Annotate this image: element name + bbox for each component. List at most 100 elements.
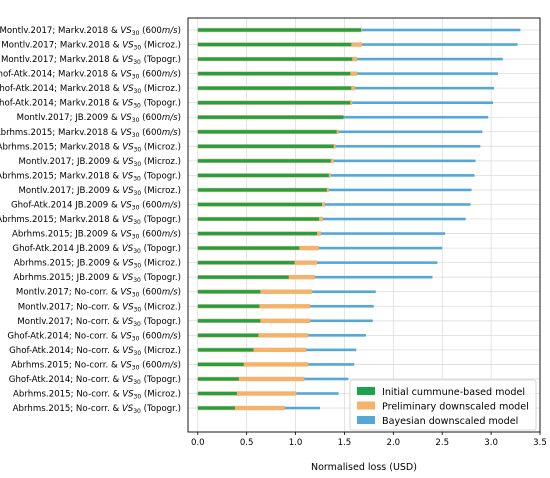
y-label-part: Abrhms.2015;	[0, 142, 57, 152]
y-label-part: )	[178, 26, 181, 36]
y-tick-label: Montlv.2017; JB.2009 & VS30 (600m/s)	[17, 113, 181, 124]
y-label-part: m/s	[162, 331, 178, 341]
bar-bayesian-downscaled-model	[197, 217, 466, 221]
y-label-part: No-corr. &	[76, 317, 122, 327]
x-tick-label: 0.5	[240, 438, 254, 448]
y-tick-label: Abrhms.2015; No-corr. & VS30 (Microz.)	[13, 390, 181, 401]
bar-bayesian-downscaled-model	[197, 232, 446, 235]
y-tick-label: Ghof-Atk.2014; No-corr. & VS30 (600m/s)	[7, 331, 181, 342]
y-label-part: Ghof-Atk.2014;	[0, 84, 57, 94]
y-label-part: 30	[133, 408, 141, 415]
y-tick-label: Abrhms.2015; Markv.2018 & VS30 (Topogr.)	[0, 215, 181, 226]
y-label-part: 30	[132, 117, 140, 124]
bar-initial-cummune-based-model	[197, 246, 300, 250]
y-tick-label: Abrhms.2015; Markv.2018 & VS30 (Microz.)	[0, 142, 181, 153]
bars	[197, 27, 521, 411]
y-label-part: (600	[139, 113, 162, 123]
y-label-part: No-corr. &	[74, 360, 120, 370]
y-label-part: VS	[122, 142, 134, 152]
bar-initial-cummune-based-model	[197, 391, 237, 396]
y-label-part: 30	[134, 146, 142, 153]
bar-initial-cummune-based-model	[197, 261, 295, 265]
y-label-part: VS	[122, 346, 134, 356]
y-label-part: No-corr. &	[76, 404, 122, 414]
y-label-part: (Microz.)	[141, 41, 181, 51]
y-label-part: Markv.2018 &	[58, 70, 120, 80]
y-tick-label: Ghof-Atk.2014 JB.2009 & VS30 (Topogr.)	[12, 244, 181, 255]
plot-frame	[187, 17, 541, 433]
bar-preliminary-downscaled-model	[197, 362, 309, 367]
bar-initial-cummune-based-model	[197, 377, 239, 381]
x-tick-label: 2.0	[386, 438, 400, 448]
y-label-part: Montlv.2017;	[1, 55, 57, 65]
y-label-part: Montlv.2017;	[17, 113, 73, 123]
y-label-part: (600	[139, 128, 162, 138]
legend: Initial cummune-based model Preliminary d…	[349, 379, 537, 431]
y-label-part: 30	[132, 132, 140, 139]
y-tick-label: Montlv.2017; No-corr. & VS30 (Topogr.)	[17, 317, 181, 328]
bar-initial-cummune-based-model	[197, 159, 331, 163]
bar-preliminary-downscaled-model	[197, 376, 305, 382]
x-tick-label: 2.5	[435, 438, 449, 448]
y-label-part: VS	[120, 70, 132, 80]
legend-label: Bayesian downscaled model	[382, 416, 518, 427]
x-tick-label: 3.0	[484, 438, 498, 448]
y-label-part: Montlv.2017;	[18, 302, 74, 312]
y-label-part: 30	[132, 204, 140, 211]
y-label-part: Ghof-Atk.2014;	[9, 375, 73, 385]
y-label-part: 30	[134, 190, 142, 197]
y-label-part: No-corr. &	[74, 288, 120, 298]
y-label-part: 30	[132, 292, 140, 299]
y-label-part: (Microz.)	[141, 302, 181, 312]
y-label-part: JB.2009 &	[74, 230, 120, 240]
legend-label: Initial cummune-based model	[382, 387, 525, 398]
bar-initial-cummune-based-model	[197, 130, 337, 134]
y-label-part: Ghof-Atk.2014;	[7, 331, 71, 341]
y-label-part: No-corr. &	[76, 346, 122, 356]
y-label-part: Abrhms.2015;	[0, 171, 57, 181]
y-tick-label: Abrhms.2015; JB.2009 & VS30 (Microz.)	[14, 259, 181, 270]
y-label-part: VS	[122, 41, 134, 51]
bar-initial-cummune-based-model	[197, 57, 353, 61]
y-label-part: Montlv.2017;	[0, 26, 55, 36]
y-label-part: VS	[120, 288, 132, 298]
y-label-part: 30	[132, 30, 140, 37]
bar-bayesian-downscaled-model	[197, 203, 471, 206]
y-label-part: Markv.2018 &	[60, 142, 122, 152]
y-label-part: VS	[122, 259, 134, 269]
y-tick-label: Montlv.2017; No-corr. & VS30 (600m/s)	[16, 288, 181, 299]
legend-frame	[349, 379, 537, 431]
y-label-part: Abrhms.2015;	[0, 128, 55, 138]
y-label-part: (Topogr.)	[141, 375, 181, 385]
y-label-part: JB.2009 &	[76, 244, 122, 254]
bar-initial-cummune-based-model	[197, 202, 322, 207]
bar-initial-cummune-based-model	[197, 173, 329, 177]
legend-label: Preliminary downscaled model	[382, 402, 529, 413]
y-label-part: )	[178, 331, 181, 341]
y-label-part: (Microz.)	[141, 142, 181, 152]
y-label-part: m/s	[162, 113, 178, 123]
y-tick-label: Ghof-Atk.2014 JB.2009 & VS30 (600m/s)	[11, 200, 181, 211]
y-label-part: Markv.2018 &	[60, 41, 122, 51]
y-label-part: VS	[120, 360, 132, 370]
y-label-part: VS	[122, 99, 134, 109]
y-label-part: 30	[133, 321, 141, 328]
grid	[188, 18, 541, 432]
y-label-part: 30	[133, 59, 141, 66]
bar-preliminary-downscaled-model	[197, 405, 285, 411]
y-label-part: (600	[139, 230, 162, 240]
y-label-part: VS	[122, 215, 134, 225]
y-label-part: VS	[122, 390, 134, 400]
y-tick-label: Ghof-Atk.2014; No-corr. & VS30 (Microz.)	[9, 346, 181, 357]
x-tick-labels: 0.0 0.5 1.0 1.5 2.0 2.5 3.0 3.5	[191, 432, 547, 448]
y-label-part: VS	[122, 317, 134, 327]
y-label-part: VS	[122, 302, 134, 312]
y-label-part: 30	[134, 45, 142, 52]
y-label-part: VS	[122, 171, 134, 181]
y-tick-label: Abrhms.2015; No-corr. & VS30 (Topogr.)	[13, 404, 181, 415]
y-label-part: 30	[133, 103, 141, 110]
y-label-part: Markv.2018 &	[59, 55, 121, 65]
y-label-part: 30	[133, 219, 141, 226]
bar-preliminary-downscaled-model	[197, 391, 297, 396]
y-tick-label: Montlv.2017; No-corr. & VS30 (Microz.)	[18, 302, 181, 313]
